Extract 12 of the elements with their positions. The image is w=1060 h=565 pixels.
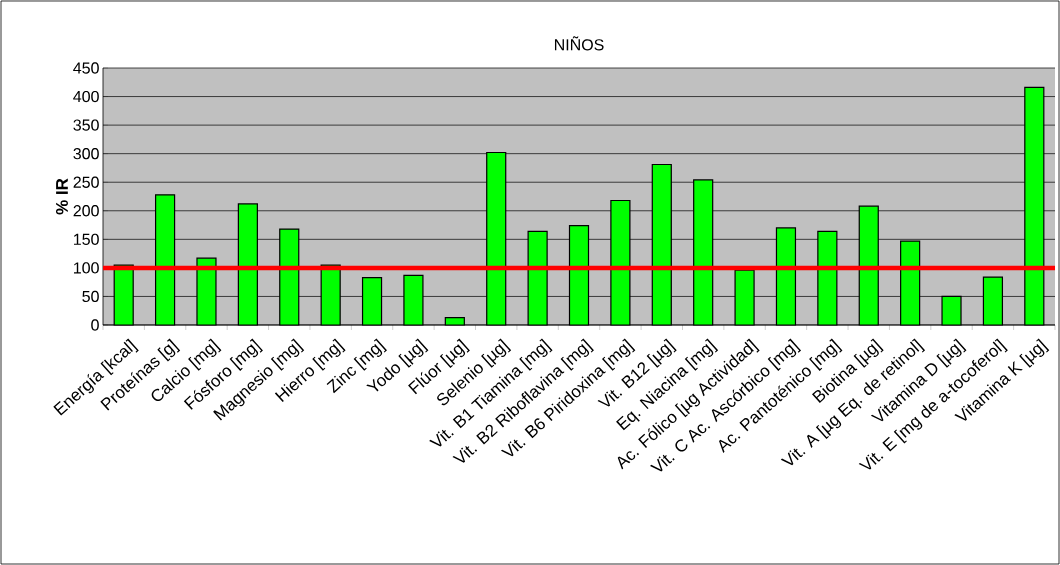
y-tick-label: 250 bbox=[73, 176, 99, 188]
y-tick-label: 200 bbox=[73, 205, 99, 217]
y-tick-label: 400 bbox=[73, 90, 99, 103]
y-tick-label: 50 bbox=[82, 290, 99, 303]
y-tick-label: 350 bbox=[73, 119, 99, 131]
y-tick-label: 0 bbox=[91, 319, 99, 331]
y-tick-label: 450 bbox=[73, 62, 99, 74]
chart-title: NIÑOS bbox=[554, 36, 604, 51]
y-tick-label: 100 bbox=[74, 262, 99, 274]
y-tick-label: 150 bbox=[74, 233, 99, 245]
y-tick-label: 300 bbox=[73, 148, 99, 160]
y-axis-title: % IR bbox=[55, 178, 68, 215]
